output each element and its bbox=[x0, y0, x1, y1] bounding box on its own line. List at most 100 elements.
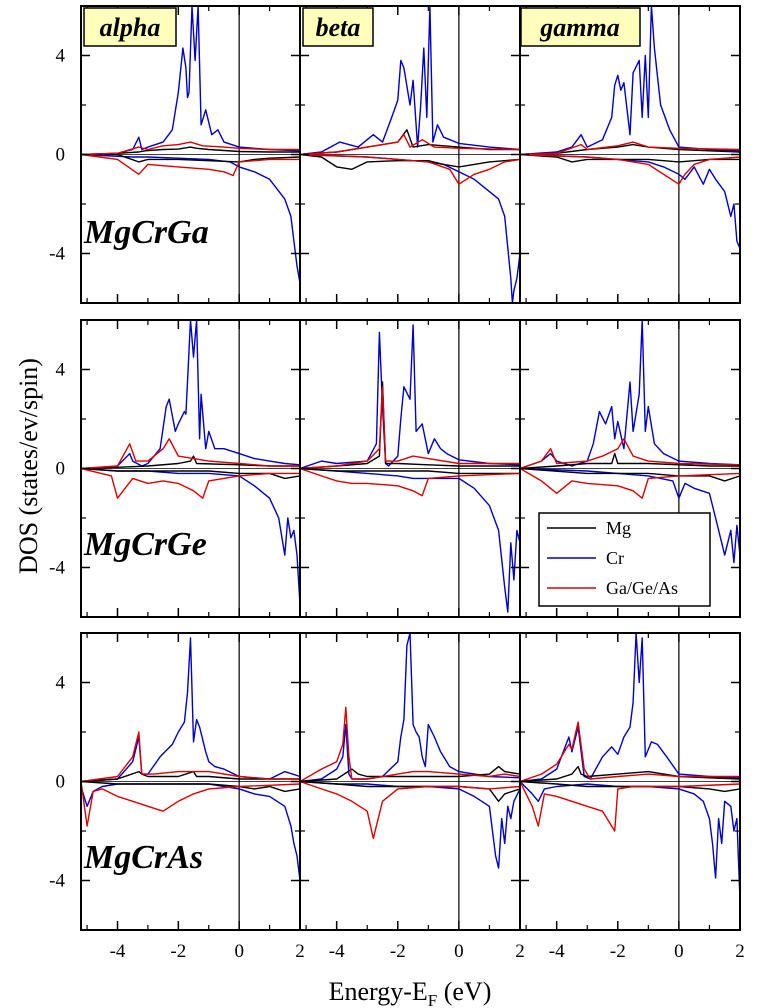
panel-series bbox=[300, 320, 520, 617]
dos-series-ga-ge-as bbox=[81, 467, 300, 499]
y-tick-label: -4 bbox=[49, 244, 65, 265]
dos-series-ga-ge-as bbox=[81, 781, 300, 827]
panel-series bbox=[520, 6, 740, 303]
panel-series bbox=[81, 6, 300, 303]
dos-series-ga-ge-as bbox=[300, 386, 520, 470]
x-tick-label: 2 bbox=[515, 941, 525, 962]
dos-series-mg bbox=[81, 780, 300, 793]
dos-series-ga-ge-as bbox=[520, 721, 740, 783]
dos-series-cr bbox=[520, 781, 740, 901]
phase-label-beta: beta bbox=[316, 13, 361, 42]
dos-series-cr bbox=[300, 780, 520, 869]
dos-series-ga-ge-as bbox=[81, 438, 300, 470]
dos-series-cr bbox=[520, 6, 740, 156]
x-tick-label: 2 bbox=[735, 941, 745, 962]
dos-series-mg bbox=[300, 381, 520, 470]
phase-label-gamma: gamma bbox=[539, 13, 619, 42]
x-axis-title-subscript: F bbox=[428, 991, 437, 1008]
dos-series-cr bbox=[300, 6, 520, 156]
y-tick-label: 0 bbox=[56, 145, 66, 166]
dos-series-mg bbox=[300, 765, 520, 783]
x-tick-label: 0 bbox=[674, 941, 684, 962]
dos-series-mg bbox=[300, 129, 520, 156]
dos-series-cr bbox=[81, 320, 300, 470]
dos-series-cr bbox=[520, 153, 740, 249]
x-tick-label: -2 bbox=[610, 941, 626, 962]
panel-series bbox=[81, 633, 300, 930]
legend-label-cr: Cr bbox=[606, 548, 624, 568]
x-tick-label: 0 bbox=[234, 941, 244, 962]
x-tick-label: 2 bbox=[295, 941, 305, 962]
y-tick-label: -4 bbox=[49, 871, 65, 892]
dos-series-mg bbox=[520, 765, 740, 783]
x-axis-title-main: Energy-E bbox=[329, 977, 428, 1006]
legend-label-ga-ge-as: Ga/Ge/As bbox=[606, 578, 678, 598]
dos-series-cr bbox=[81, 783, 300, 881]
dos-series-ga-ge-as bbox=[300, 153, 520, 185]
panel-series bbox=[81, 320, 300, 617]
dos-series-cr bbox=[81, 467, 300, 605]
dos-series-cr bbox=[81, 637, 300, 783]
dos-series-ga-ge-as bbox=[81, 141, 300, 156]
dos-series-mg bbox=[300, 153, 520, 171]
y-tick-label: 4 bbox=[56, 360, 66, 381]
dos-series-cr bbox=[300, 324, 520, 470]
dos-series-mg bbox=[81, 770, 300, 783]
x-tick-label: -4 bbox=[549, 941, 565, 962]
dos-series-mg bbox=[300, 780, 520, 802]
dos-series-mg bbox=[81, 153, 300, 163]
phase-label-alpha: alpha bbox=[100, 13, 161, 42]
panel-series bbox=[520, 320, 740, 617]
dos-series-ga-ge-as bbox=[300, 706, 520, 783]
compound-label-mgcrga: MgCrGa bbox=[83, 214, 209, 251]
dos-series-ga-ge-as bbox=[300, 133, 520, 156]
dos-series-ga-ge-as bbox=[520, 153, 740, 185]
x-tick-label: 0 bbox=[454, 941, 464, 962]
panel-series bbox=[300, 6, 520, 303]
y-axis-title: DOS (states/ev/spin) bbox=[14, 358, 43, 574]
dos-series-cr bbox=[300, 153, 520, 303]
phase-label-box bbox=[520, 7, 641, 47]
y-tick-label: 4 bbox=[56, 673, 66, 694]
dos-series-mg bbox=[81, 146, 300, 156]
x-tick-label: -4 bbox=[110, 941, 126, 962]
dos-series-ga-ge-as bbox=[300, 467, 520, 497]
dos-series-mg bbox=[520, 452, 740, 470]
x-tick-label: -4 bbox=[329, 941, 345, 962]
panel-series bbox=[520, 633, 740, 930]
dos-series-cr bbox=[300, 467, 520, 613]
dos-series-ga-ge-as bbox=[81, 153, 300, 177]
dos-series-ga-ge-as bbox=[81, 731, 300, 783]
dos-series-cr bbox=[520, 467, 740, 564]
x-tick-label: -2 bbox=[170, 941, 186, 962]
x-axis-title: Energy-EF (eV) bbox=[329, 977, 492, 1008]
dos-series-cr bbox=[520, 633, 740, 783]
dos-series-cr bbox=[81, 153, 300, 284]
frame-layer: -4 0 4 -4 0 4 -4 0 4 bbox=[49, 5, 741, 931]
text-layer: -4 -2 0 2 Energy-EF (eV) DOS (states/ev/… bbox=[14, 7, 745, 1008]
x-axis-title-unit: (eV) bbox=[437, 977, 491, 1006]
dos-series-ga-ge-as bbox=[520, 438, 740, 470]
legend-label-mg: Mg bbox=[606, 518, 631, 538]
y-tick-label: 0 bbox=[56, 772, 66, 793]
dos-series-ga-ge-as bbox=[300, 780, 520, 840]
y-tick-label: 0 bbox=[56, 459, 66, 480]
dos-series-mg bbox=[81, 467, 300, 480]
compound-label-mgcras: MgCrAs bbox=[83, 839, 203, 876]
dos-series-ga-ge-as bbox=[520, 467, 740, 499]
dos-series-ga-ge-as bbox=[520, 781, 740, 832]
compound-label-mgcrge: MgCrGe bbox=[83, 526, 207, 563]
panel-series bbox=[300, 633, 520, 930]
dos-series-cr bbox=[520, 320, 740, 470]
x-tick-label: -2 bbox=[390, 941, 406, 962]
phase-label-box bbox=[302, 7, 374, 47]
series-layer bbox=[81, 6, 740, 930]
dos-series-ga-ge-as bbox=[520, 141, 740, 156]
dos-series-cr bbox=[300, 633, 520, 783]
y-tick-label: 4 bbox=[56, 46, 66, 67]
y-tick-label: -4 bbox=[49, 558, 65, 579]
dos-series-mg bbox=[300, 467, 520, 475]
dos-series-mg bbox=[520, 467, 740, 482]
dos-series-mg bbox=[520, 143, 740, 156]
